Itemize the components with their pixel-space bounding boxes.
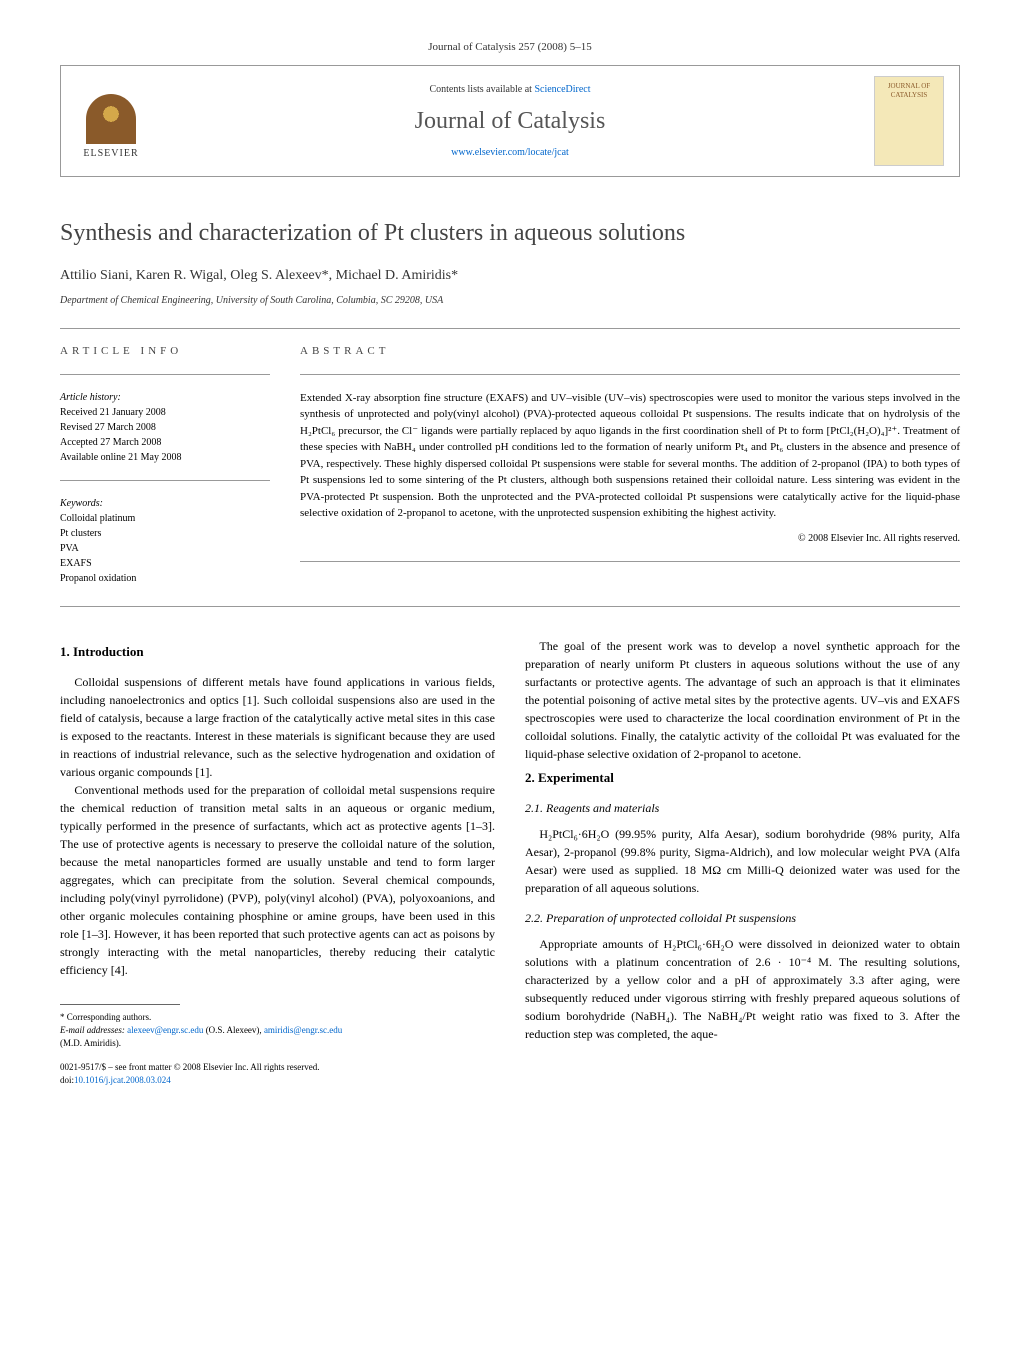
revised-date: Revised 27 March 2008 xyxy=(60,420,270,435)
abstract-copyright: © 2008 Elsevier Inc. All rights reserved… xyxy=(300,532,960,546)
divider xyxy=(300,561,960,562)
contents-available-line: Contents lists available at ScienceDirec… xyxy=(146,83,874,97)
elsevier-logo: ELSEVIER xyxy=(76,81,146,161)
divider xyxy=(60,374,270,375)
doi-link[interactable]: 10.1016/j.jcat.2008.03.024 xyxy=(74,1075,171,1085)
right-column: The goal of the present work was to deve… xyxy=(525,637,960,1086)
doi-label: doi: xyxy=(60,1075,74,1085)
meta-row: ARTICLE INFO Article history: Received 2… xyxy=(60,344,960,586)
sciencedirect-link[interactable]: ScienceDirect xyxy=(534,84,590,95)
keyword: PVA xyxy=(60,541,270,556)
preparation-paragraph: Appropriate amounts of H₂PtCl₆·6H₂O were… xyxy=(525,935,960,1043)
email-label: E-mail addresses: xyxy=(60,1025,125,1035)
email-link-1[interactable]: alexeev@engr.sc.edu xyxy=(127,1025,203,1035)
abstract-text: Extended X-ray absorption fine structure… xyxy=(300,390,960,522)
journal-cover-thumbnail: JOURNAL OF CATALYSIS xyxy=(874,76,944,166)
email-link-2[interactable]: amiridis@engr.sc.edu xyxy=(264,1025,342,1035)
corresponding-authors: * Corresponding authors. xyxy=(60,1011,495,1024)
contents-prefix: Contents lists available at xyxy=(429,84,534,95)
cover-text: JOURNAL OF CATALYSIS xyxy=(880,82,938,99)
divider xyxy=(60,480,270,481)
divider xyxy=(60,328,960,329)
received-date: Received 21 January 2008 xyxy=(60,405,270,420)
journal-url: www.elsevier.com/locate/jcat xyxy=(146,146,874,160)
reagents-heading: 2.1. Reagents and materials xyxy=(525,799,960,817)
keywords-block: Keywords: Colloidal platinum Pt clusters… xyxy=(60,496,270,586)
keyword: EXAFS xyxy=(60,556,270,571)
article-info-label: ARTICLE INFO xyxy=(60,344,270,359)
journal-title: Journal of Catalysis xyxy=(146,105,874,139)
email-name-1: (O.S. Alexeev), xyxy=(206,1025,262,1035)
keyword: Propanol oxidation xyxy=(60,571,270,586)
elsevier-tree-icon xyxy=(86,94,136,144)
elsevier-text: ELSEVIER xyxy=(83,147,138,161)
keyword: Colloidal platinum xyxy=(60,511,270,526)
left-column: 1. Introduction Colloidal suspensions of… xyxy=(60,637,495,1086)
email-line: E-mail addresses: alexeev@engr.sc.edu (O… xyxy=(60,1024,495,1037)
authors-line: Attilio Siani, Karen R. Wigal, Oleg S. A… xyxy=(60,266,960,286)
keyword: Pt clusters xyxy=(60,526,270,541)
intro-paragraph-3: The goal of the present work was to deve… xyxy=(525,637,960,763)
doi-line: doi:10.1016/j.jcat.2008.03.024 xyxy=(60,1074,495,1087)
history-label: Article history: xyxy=(60,390,270,405)
footnotes: * Corresponding authors. E-mail addresse… xyxy=(60,1011,495,1049)
issn-line: 0021-9517/$ – see front matter © 2008 El… xyxy=(60,1061,495,1074)
abstract-label: ABSTRACT xyxy=(300,344,960,359)
email-name-2: (M.D. Amiridis). xyxy=(60,1037,495,1050)
abstract-column: ABSTRACT Extended X-ray absorption fine … xyxy=(300,344,960,586)
intro-paragraph-2: Conventional methods used for the prepar… xyxy=(60,781,495,979)
article-history: Article history: Received 21 January 200… xyxy=(60,390,270,465)
divider xyxy=(300,374,960,375)
header-center: Contents lists available at ScienceDirec… xyxy=(146,83,874,161)
body-columns: 1. Introduction Colloidal suspensions of… xyxy=(60,637,960,1086)
journal-header-box: ELSEVIER Contents lists available at Sci… xyxy=(60,65,960,177)
online-date: Available online 21 May 2008 xyxy=(60,450,270,465)
keywords-label: Keywords: xyxy=(60,496,270,511)
preparation-heading: 2.2. Preparation of unprotected colloida… xyxy=(525,909,960,927)
article-info-column: ARTICLE INFO Article history: Received 2… xyxy=(60,344,270,586)
intro-paragraph-1: Colloidal suspensions of different metal… xyxy=(60,673,495,781)
journal-reference: Journal of Catalysis 257 (2008) 5–15 xyxy=(60,40,960,55)
experimental-heading: 2. Experimental xyxy=(525,768,960,788)
accepted-date: Accepted 27 March 2008 xyxy=(60,435,270,450)
bottom-meta: 0021-9517/$ – see front matter © 2008 El… xyxy=(60,1061,495,1086)
article-title: Synthesis and characterization of Pt clu… xyxy=(60,217,960,251)
introduction-heading: 1. Introduction xyxy=(60,642,495,662)
divider xyxy=(60,606,960,607)
journal-url-link[interactable]: www.elsevier.com/locate/jcat xyxy=(451,147,569,158)
reagents-paragraph: H₂PtCl₆·6H₂O (99.95% purity, Alfa Aesar)… xyxy=(525,825,960,897)
affiliation: Department of Chemical Engineering, Univ… xyxy=(60,294,960,308)
footnote-separator xyxy=(60,1004,180,1005)
